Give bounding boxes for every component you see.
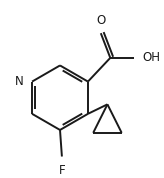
Text: N: N <box>15 75 24 88</box>
Text: F: F <box>59 164 65 177</box>
Text: O: O <box>96 14 105 27</box>
Text: OH: OH <box>143 51 161 64</box>
